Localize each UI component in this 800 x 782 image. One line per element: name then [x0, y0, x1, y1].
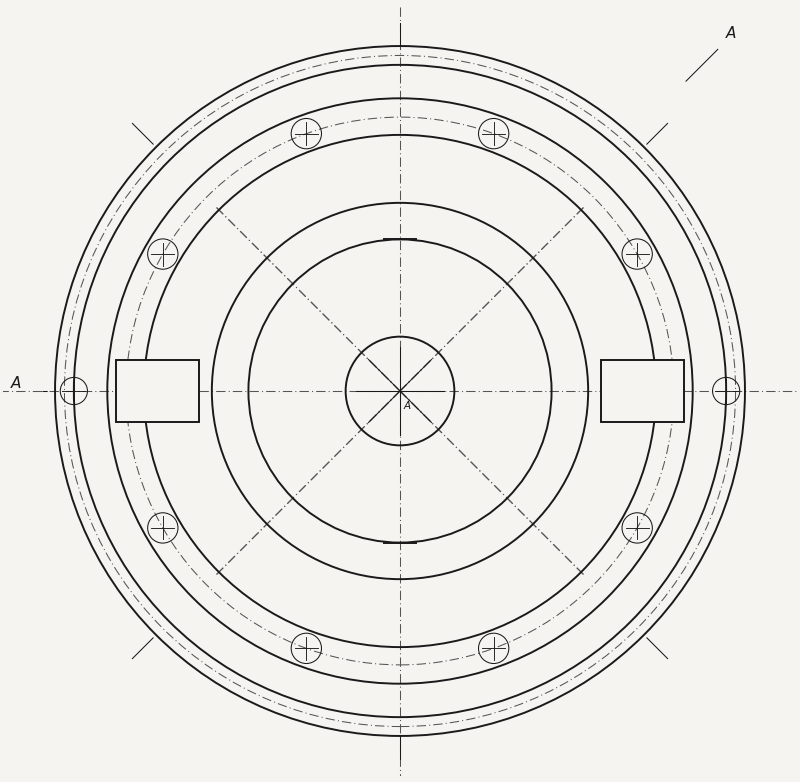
Bar — [601, 360, 684, 422]
Text: A: A — [726, 27, 736, 41]
Text: A: A — [10, 376, 21, 391]
Text: A: A — [404, 400, 411, 411]
Bar — [116, 360, 199, 422]
